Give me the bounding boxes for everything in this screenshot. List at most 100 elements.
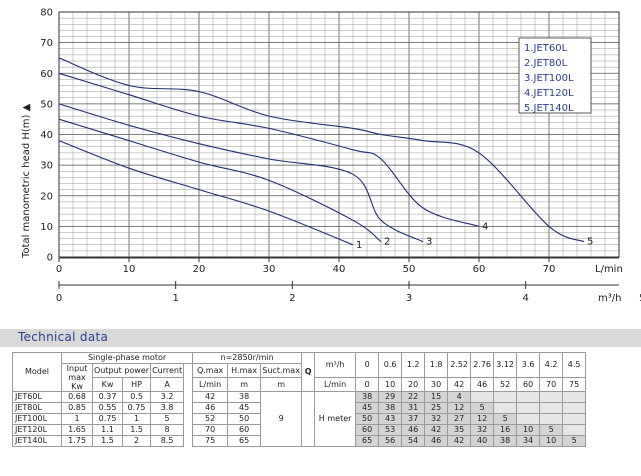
q-m3h-2: 1.2 (401, 352, 426, 378)
table-row: JET120L 1.65 1.1 1.5 8 70 60 60 53 46 42 35 32 16 10 5 (12, 424, 587, 436)
table-row: JET60L 0.68 0.37 0.5 3.2 42 38 9 H meter 38 29 22 15… (12, 391, 587, 447)
x-tick-label: 10 (123, 264, 136, 275)
cell-hp: 1 (122, 413, 152, 425)
unit-hp: HP (122, 377, 152, 392)
cell-head: 34 (516, 435, 541, 447)
y-tick-label: 30 (40, 161, 53, 172)
cell-kw: 0.37 (91, 391, 124, 403)
y-tick-label: 20 (40, 191, 53, 202)
cell-current: 3.8 (150, 402, 185, 414)
q-unit-m3h: m³/h (314, 352, 357, 378)
y-tick-label: 50 (40, 99, 53, 110)
cell-head (562, 402, 587, 414)
x2-tick-label: 3 (406, 293, 412, 304)
q-lmin-9: 75 (562, 377, 587, 392)
cell-model: JET80L (12, 402, 62, 414)
cell-head: 46 (401, 424, 426, 436)
chart-axes: 0 10 20 30 40 50 60 70 80 0 10 20 30 40 50 60 70 0 1 2 3 4 5 (40, 8, 641, 305)
cell-hmax: 45 (227, 402, 262, 414)
cell-head (539, 413, 564, 425)
cell-qmax: 52 (192, 413, 229, 425)
x2-axis-unit-label: m³/h (598, 293, 621, 304)
cell-head (539, 391, 564, 403)
cell-kw: 0.75 (91, 413, 124, 425)
cell-head: 27 (447, 413, 472, 425)
cell-head: 4 (447, 391, 472, 403)
y-tick-label: 10 (40, 222, 53, 233)
q-m3h-9: 4.5 (562, 352, 587, 378)
q-header: Q (301, 352, 316, 392)
cell-head: 50 (355, 413, 380, 425)
cell-kw: 0.55 (91, 402, 124, 414)
q-m3h-0: 0 (355, 352, 380, 378)
cell-head: 16 (493, 424, 518, 436)
cell-current: 8.5 (150, 435, 185, 447)
cell-qmax: 70 (192, 424, 229, 436)
motor-header: Single-phase motor (60, 352, 194, 364)
cell-hp: 1.5 (122, 424, 152, 436)
cell-model: JET140L (12, 435, 62, 447)
cell-h-meter: H meter (314, 391, 357, 447)
cell-head (562, 424, 587, 436)
x-tick-label: 30 (263, 264, 276, 275)
y-tick-label: 0 (47, 253, 53, 264)
cell-hmax: 38 (227, 391, 262, 403)
row-spacer (183, 424, 194, 436)
cell-head: 65 (355, 435, 380, 447)
cell-head: 60 (355, 424, 380, 436)
cell-head: 45 (355, 402, 380, 414)
y-axis-title: Total manometric head H(m) ▲ (21, 103, 32, 259)
curve-label-4: 4 (482, 221, 488, 232)
cell-head: 46 (424, 435, 449, 447)
cell-head: 5 (493, 413, 518, 425)
cell-kw: 1.1 (91, 424, 124, 436)
cell-input: 0.85 (61, 402, 93, 414)
qmax-header: Q.max (192, 363, 229, 378)
cell-head: 40 (470, 435, 495, 447)
cell-head: 32 (424, 413, 449, 425)
q-m3h-6: 3.12 (493, 352, 518, 378)
legend-box (518, 37, 592, 114)
unit-m: m (227, 377, 262, 392)
plot-frame (58, 11, 620, 258)
curve-label-3: 3 (426, 237, 432, 248)
model-header: Model (12, 352, 62, 392)
table-header-row-1: Model Single-phase motor n=2850r/min Q m… (12, 352, 587, 392)
q-unit-lmin: L/min (314, 377, 357, 392)
cell-head: 25 (424, 402, 449, 414)
q-lmin-8: 70 (539, 377, 564, 392)
cell-head: 38 (378, 402, 403, 414)
row-spacer (183, 391, 194, 403)
chart-curves: 1 2 3 4 5 (58, 57, 593, 251)
cell-head (516, 413, 541, 425)
cell-qmax: 75 (192, 435, 229, 447)
current-header: Current (150, 363, 185, 378)
cell-head: 53 (378, 424, 403, 436)
cell-current: 5 (150, 413, 185, 425)
pump-performance-chart: 0 10 20 30 40 50 60 70 80 0 10 20 30 40 50 60 70 0 1 2 3 4 5 1… (21, 8, 641, 305)
input-header: Input max Kw (61, 363, 93, 392)
x-tick-label: 40 (333, 264, 346, 275)
curve-label-1: 1 (356, 240, 362, 251)
chart-grid (58, 11, 620, 258)
cell-head: 12 (470, 413, 495, 425)
speed-header: n=2850r/min (192, 352, 303, 364)
cell-head (562, 391, 587, 403)
x-tick-label: 0 (56, 264, 62, 275)
x-axis-unit-label: L/min (595, 264, 623, 275)
q-lmin-5: 46 (470, 377, 495, 392)
cell-head: 37 (401, 413, 426, 425)
suct-header: Suct.max (260, 363, 303, 378)
cell-head (539, 402, 564, 414)
x-tick-label: 60 (473, 264, 486, 275)
cell-head: 43 (378, 413, 403, 425)
curve-series-5 (58, 57, 585, 243)
q-m3h-8: 4.2 (539, 352, 564, 378)
legend-item-3: 3.JET100L (524, 73, 574, 84)
technical-data-header: Technical data (0, 329, 641, 347)
table-row: JET80L 0.85 0.55 0.75 3.8 46 45 45 38 31 25 12 5 (12, 402, 587, 414)
header-spacer (183, 363, 194, 392)
table-row: JET140L 1.75 1.5 2 8.5 75 65 65 56 54 46 42 40 38 34 10… (12, 435, 587, 447)
cell-current: 3.2 (150, 391, 185, 403)
q-m3h-3: 1.8 (424, 352, 449, 378)
